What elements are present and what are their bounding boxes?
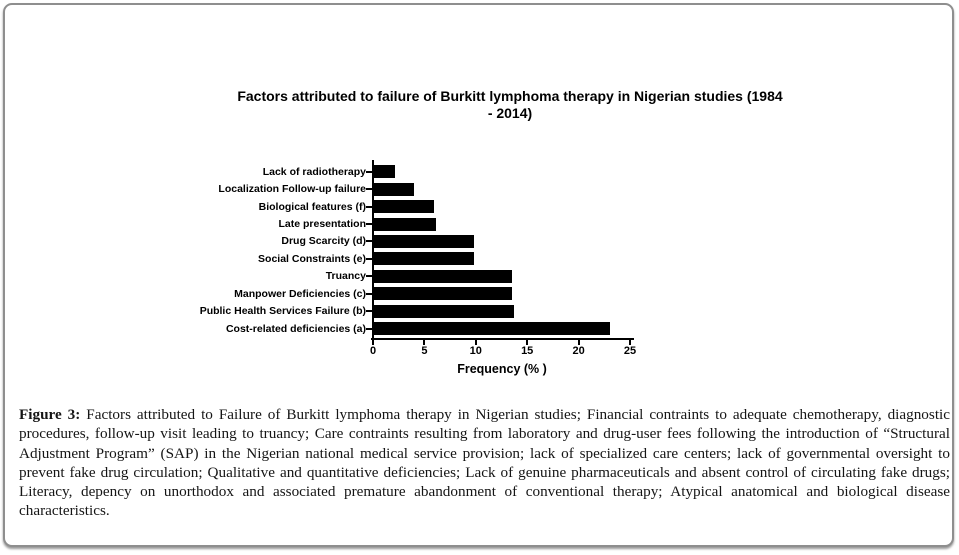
y-axis-line <box>372 160 374 340</box>
category-label: Cost-related deficiencies (a) <box>225 322 366 335</box>
x-tick-mark <box>474 340 477 345</box>
bar <box>374 182 415 196</box>
chart-title-line2: - 2014) <box>487 104 533 121</box>
figure-caption: Figure 3: Factors attributed to Failure … <box>19 405 950 521</box>
bar <box>374 165 395 179</box>
category-label: Localization Follow-up failure <box>218 183 366 196</box>
x-axis-ticks <box>372 340 631 345</box>
bar <box>374 287 512 301</box>
category-label: Lack of radiotherapy <box>262 165 366 178</box>
x-axis-line <box>371 338 634 340</box>
x-tick-label: 15 <box>521 345 534 357</box>
y-tick-mark <box>366 292 372 295</box>
x-tick-mark <box>577 340 580 345</box>
category-label: Biological features (f) <box>258 200 366 213</box>
y-tick-mark <box>366 240 372 243</box>
chart-title-line1: Factors attributed to failure of Burkitt… <box>237 88 783 104</box>
chart-title: Factors attributed to failure of Burkitt… <box>165 88 855 121</box>
y-tick-mark <box>366 257 372 260</box>
bar <box>374 269 512 283</box>
bar-row: Cost-related deficiencies (a) <box>156 320 611 337</box>
bar-row: Truancy <box>156 268 610 285</box>
category-label: Public Health Services Failure (b) <box>199 305 366 318</box>
bar <box>374 304 514 318</box>
x-tick-label: 20 <box>572 345 585 357</box>
category-label: Truancy <box>325 270 366 283</box>
x-axis-title: Frequency (% ) <box>457 362 547 376</box>
bar-row: Lack of radiotherapy <box>156 163 610 180</box>
x-tick-label: 5 <box>421 345 428 357</box>
y-tick-mark <box>366 205 372 208</box>
bar-row: Manpower Deficiencies (c) <box>156 285 610 302</box>
y-tick-mark <box>366 188 372 191</box>
bar <box>374 234 474 248</box>
y-tick-mark <box>366 223 372 226</box>
category-label: Drug Scarcity (d) <box>281 235 366 248</box>
bar-row: Public Health Services Failure (b) <box>156 303 610 320</box>
bar-row: Drug Scarcity (d) <box>156 233 610 250</box>
x-tick-mark <box>526 340 529 345</box>
x-tick-mark <box>372 340 374 345</box>
y-tick-mark <box>366 327 372 330</box>
x-tick-label: 0 <box>369 345 377 357</box>
bar <box>374 322 611 336</box>
bar <box>374 217 436 231</box>
figure-card: Factors attributed to failure of Burkitt… <box>3 3 954 547</box>
x-tick-mark <box>629 340 631 345</box>
x-axis-tick-labels: 0 5 10 15 20 25 <box>369 345 636 357</box>
figure-caption-text: Factors attributed to Failure of Burkitt… <box>19 406 950 520</box>
category-label: Social Constraints (e) <box>258 252 366 265</box>
bar-row: Social Constraints (e) <box>156 250 610 267</box>
bar-rows: Lack of radiotherapy Localization Follow-… <box>156 163 611 337</box>
figure-caption-label: Figure 3: <box>19 406 81 423</box>
bar-row: Localization Follow-up failure <box>156 180 610 197</box>
category-label: Manpower Deficiencies (c) <box>234 287 366 300</box>
x-tick-label: 10 <box>469 345 482 357</box>
x-tick-mark <box>423 340 426 345</box>
bar-row: Biological features (f) <box>156 198 610 215</box>
y-tick-mark <box>366 170 372 173</box>
bar <box>374 200 434 214</box>
x-tick-label: 25 <box>623 345 637 357</box>
bar-row: Late presentation <box>156 215 610 232</box>
bar <box>374 252 474 266</box>
y-tick-mark <box>366 275 372 278</box>
y-tick-mark <box>366 310 372 313</box>
category-label: Late presentation <box>278 218 366 231</box>
